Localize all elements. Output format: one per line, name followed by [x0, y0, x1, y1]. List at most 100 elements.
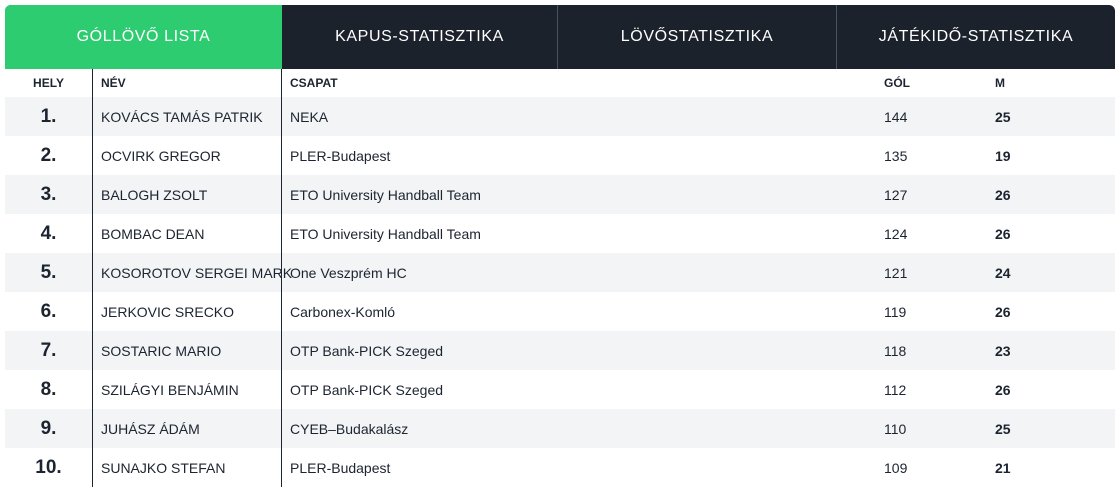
goals-value: 127	[884, 186, 908, 203]
player-name-value: KOSOROTOV SERGEI MARK	[101, 264, 293, 281]
tab-goalscorer-list[interactable]: GÓLLÖVŐ LISTA	[5, 5, 282, 69]
table-row: 5. KOSOROTOV SERGEI MARK One Veszprém HC 12…	[5, 253, 1115, 292]
table-row: 7. SOSTARIC MARIO OTP Bank-PICK Szeged 118 2…	[5, 331, 1115, 370]
table-row: 6. JERKOVIC SRECKO Carbonex-Komló 119 26	[5, 292, 1115, 331]
rank-cell: 8.	[5, 370, 93, 409]
goals-value: 118	[884, 342, 907, 359]
stats-tab-bar: GÓLLÖVŐ LISTA KAPUS-STATISZTIKA LÖVŐSTAT…	[5, 5, 1115, 69]
player-name-value: KOVÁCS TAMÁS PATRIK	[101, 108, 263, 125]
matches-value: 26	[995, 186, 1011, 203]
rank-cell: 1.	[5, 97, 93, 136]
team-value: OTP Bank-PICK Szeged	[290, 342, 444, 359]
matches-cell: 19	[992, 136, 1115, 175]
rank-value: 1.	[40, 105, 57, 127]
rank-value: 9.	[40, 417, 57, 439]
matches-value: 24	[995, 264, 1011, 281]
table-body: 1. KOVÁCS TAMÁS PATRIK NEKA 144 25 2. OCVIRK G…	[5, 97, 1115, 487]
team-cell: PLER-Budapest	[282, 448, 877, 487]
matches-value: 21	[995, 459, 1011, 476]
matches-value: 23	[995, 342, 1011, 359]
goals-value: 112	[884, 381, 907, 398]
goals-cell: 119	[877, 292, 992, 331]
table-row: 9. JUHÁSZ ÁDÁM CYEB–Budakalász 110 25	[5, 409, 1115, 448]
team-cell: One Veszprém HC	[282, 253, 877, 292]
tab-goalkeeper-stats[interactable]: KAPUS-STATISZTIKA	[282, 5, 558, 69]
player-name-cell: JUHÁSZ ÁDÁM	[93, 409, 282, 448]
tab-shooting-stats[interactable]: LÖVŐSTATISZTIKA	[558, 5, 837, 69]
matches-value: 19	[995, 147, 1011, 164]
table-row: 8. SZILÁGYI BENJÁMIN OTP Bank-PICK Szeged 1…	[5, 370, 1115, 409]
goals-cell: 144	[877, 97, 992, 136]
team-cell: Carbonex-Komló	[282, 292, 877, 331]
player-name-cell: SOSTARIC MARIO	[93, 331, 282, 370]
matches-value: 25	[995, 108, 1011, 125]
header-team[interactable]: CSAPAT	[290, 76, 338, 90]
matches-cell: 26	[992, 370, 1115, 409]
rank-cell: 3.	[5, 175, 93, 214]
player-name-cell: KOSOROTOV SERGEI MARK	[93, 253, 292, 292]
rank-value: 4.	[40, 222, 57, 244]
team-cell: ETO University Handball Team	[282, 214, 877, 253]
header-goals[interactable]: GÓL	[884, 76, 910, 90]
team-value: ETO University Handball Team	[290, 225, 481, 242]
team-value: OTP Bank-PICK Szeged	[290, 381, 444, 398]
matches-cell: 25	[992, 97, 1115, 136]
tab-playtime-stats[interactable]: JÁTÉKIDŐ-STATISZTIKA	[878, 28, 1074, 45]
goals-cell: 110	[877, 409, 992, 448]
goals-cell: 135	[877, 136, 992, 175]
team-cell: NEKA	[282, 97, 877, 136]
rank-value: 3.	[40, 183, 57, 205]
goals-value: 109	[884, 459, 908, 476]
scorers-table: HELY NÉV CSAPAT GÓL M 1. KOVÁCS TAMÁS PAT…	[5, 69, 1115, 487]
matches-cell: 26	[992, 292, 1115, 331]
team-value: CYEB–Budakalász	[290, 420, 409, 437]
goals-cell: 112	[877, 370, 992, 409]
player-name-value: BOMBAC DEAN	[101, 225, 205, 242]
matches-value: 25	[995, 420, 1011, 437]
matches-value: 26	[995, 381, 1011, 398]
table-header-row: HELY NÉV CSAPAT GÓL M	[5, 69, 1115, 97]
matches-value: 26	[995, 303, 1011, 320]
rank-cell: 7.	[5, 331, 93, 370]
player-name-cell: BALOGH ZSOLT	[93, 175, 282, 214]
player-name-cell: SZILÁGYI BENJÁMIN	[93, 370, 282, 409]
team-value: PLER-Budapest	[290, 147, 391, 164]
matches-cell: 24	[992, 253, 1115, 292]
player-name-cell: BOMBAC DEAN	[93, 214, 282, 253]
goals-value: 121	[884, 264, 908, 281]
player-name-value: SUNAJKO STEFAN	[101, 459, 226, 476]
team-cell: OTP Bank-PICK Szeged	[282, 370, 877, 409]
matches-cell: 23	[992, 331, 1115, 370]
header-matches[interactable]: M	[995, 76, 1005, 90]
table-row: 2. OCVIRK GREGOR PLER-Budapest 135 19	[5, 136, 1115, 175]
header-rank[interactable]: HELY	[5, 69, 93, 97]
matches-value: 26	[995, 225, 1011, 242]
rank-cell: 4.	[5, 214, 93, 253]
team-value: NEKA	[290, 108, 329, 125]
matches-cell: 26	[992, 214, 1115, 253]
rank-cell: 9.	[5, 409, 93, 448]
rank-cell: 5.	[5, 253, 93, 292]
player-name-cell: KOVÁCS TAMÁS PATRIK	[93, 97, 282, 136]
player-name-value: JERKOVIC SRECKO	[101, 303, 235, 320]
rank-value: 5.	[40, 261, 57, 283]
header-name[interactable]: NÉV	[93, 69, 282, 97]
goals-value: 144	[884, 108, 908, 125]
rank-value: 10.	[35, 456, 62, 478]
matches-cell: 25	[992, 409, 1115, 448]
goals-value: 119	[884, 303, 907, 320]
goals-cell: 118	[877, 331, 992, 370]
team-cell: ETO University Handball Team	[282, 175, 877, 214]
goals-value: 135	[884, 147, 908, 164]
matches-cell: 26	[992, 175, 1115, 214]
rank-cell: 6.	[5, 292, 93, 331]
goals-cell: 127	[877, 175, 992, 214]
team-value: Carbonex-Komló	[290, 303, 396, 320]
goals-cell: 109	[877, 448, 992, 487]
rank-value: 2.	[40, 144, 57, 166]
rank-cell: 2.	[5, 136, 93, 175]
team-value: ETO University Handball Team	[290, 186, 481, 203]
team-cell: PLER-Budapest	[282, 136, 877, 175]
table-row: 1. KOVÁCS TAMÁS PATRIK NEKA 144 25	[5, 97, 1115, 136]
player-name-value: BALOGH ZSOLT	[101, 186, 208, 203]
